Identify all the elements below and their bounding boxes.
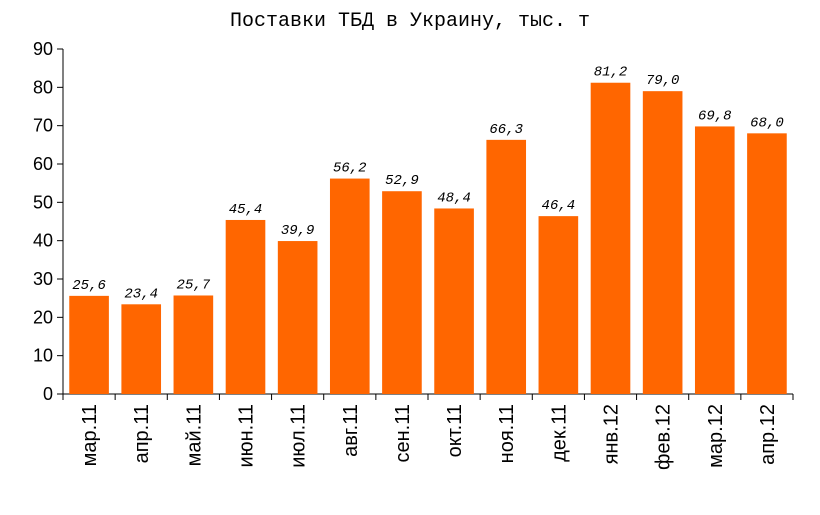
bar	[225, 219, 266, 394]
bar	[538, 216, 579, 394]
bar	[277, 241, 318, 394]
bar	[173, 295, 214, 394]
bar	[642, 91, 683, 395]
x-tick-label: апр.11	[131, 404, 153, 463]
bar	[121, 304, 162, 394]
x-tick-label: апр.12	[757, 404, 779, 465]
y-tick-label: 90	[33, 39, 53, 59]
y-tick-label: 70	[33, 116, 53, 136]
bar	[329, 178, 370, 394]
x-tick-label: сен.11	[392, 404, 414, 463]
bar	[747, 133, 787, 395]
data-label: 39,9	[281, 223, 315, 239]
data-label: 25,6	[72, 278, 106, 294]
data-label: 69,8	[698, 108, 732, 124]
y-tick-label: 40	[33, 231, 53, 251]
x-tick-label: май.11	[183, 404, 205, 466]
x-tick-label: июл.11	[288, 404, 310, 468]
x-tick-label: мар.11	[79, 404, 101, 466]
data-label: 66,3	[489, 122, 523, 138]
y-tick-label: 50	[33, 192, 53, 212]
data-label: 48,4	[437, 190, 471, 206]
y-tick-label: 0	[43, 384, 53, 404]
bar	[382, 191, 422, 394]
x-tick-label: фев.12	[653, 404, 675, 470]
data-label: 23,4	[124, 286, 158, 302]
data-label: 68,0	[750, 115, 784, 131]
bar	[486, 139, 527, 394]
x-tick-label: авг.11	[340, 404, 362, 457]
bar	[590, 82, 631, 394]
x-tick-label: окт.11	[444, 404, 466, 457]
x-tick-label: ноя.11	[496, 404, 518, 463]
bar	[434, 208, 474, 394]
data-label: 81,2	[594, 65, 628, 81]
y-tick-label: 10	[33, 346, 53, 366]
y-tick-label: 20	[33, 307, 53, 327]
plot-area: 0 10 20 30 40 50 60 70 80 90 25,6 мар.11 23,4 апр.11 2…	[33, 39, 794, 470]
y-tick-label: 80	[33, 77, 53, 97]
x-tick-label: дек.11	[548, 404, 570, 462]
x-tick-label: мар.12	[705, 404, 727, 468]
data-label: 45,4	[229, 202, 263, 218]
data-label: 46,4	[542, 198, 576, 214]
x-tick-label: июн.11	[236, 404, 258, 468]
data-label: 56,2	[333, 161, 367, 177]
data-label: 25,7	[177, 277, 211, 293]
x-tick-label: янв.12	[601, 404, 623, 464]
data-label: 79,0	[646, 73, 680, 89]
y-tick-label: 60	[33, 154, 53, 174]
chart-title: Поставки ТБД в Украину, тыс. т	[230, 10, 590, 33]
bar	[69, 295, 109, 394]
y-tick-label: 30	[33, 269, 53, 289]
bar	[694, 126, 735, 394]
data-label: 52,9	[385, 173, 419, 189]
